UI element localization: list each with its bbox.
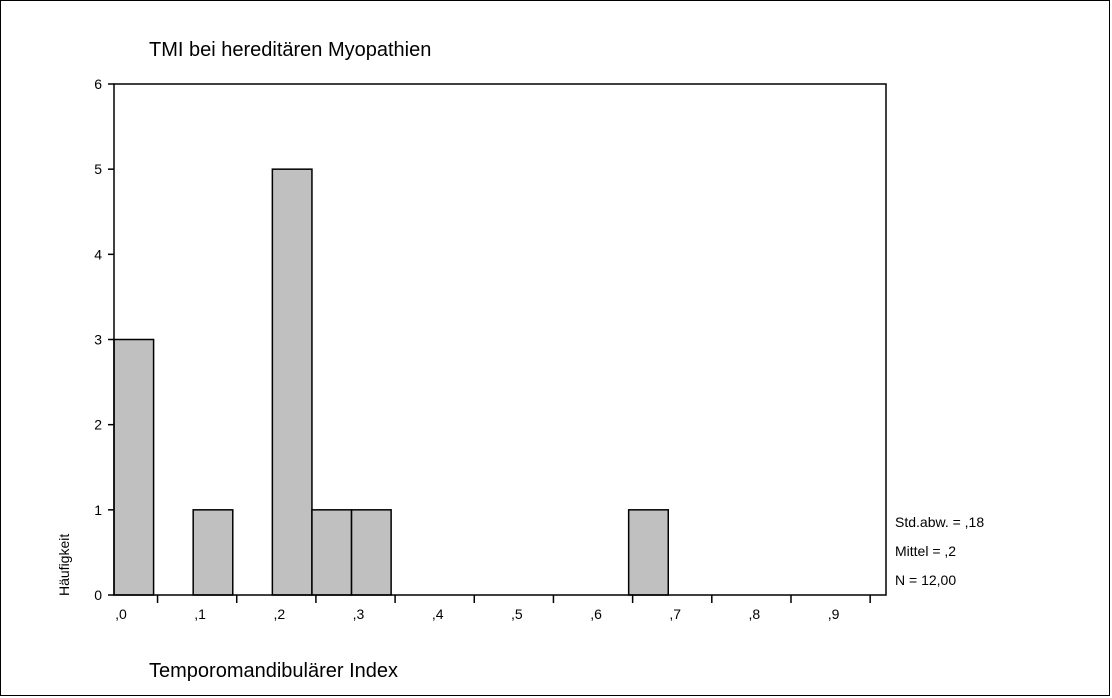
histogram-bar: [192, 509, 234, 596]
plot-area: 0 1 2 3 4 5 6 ,0 ,1 ,2 ,3 ,4 ,5 ,6 ,7 ,8 ,9: [94, 76, 887, 622]
statistic-label: Std.abw. = ,18: [895, 514, 984, 530]
y-tick-label: 0: [94, 587, 102, 603]
x-tick-label: ,1: [194, 606, 206, 622]
y-tick-label: 5: [94, 161, 102, 177]
histogram-bar: [627, 509, 670, 596]
y-tick-label: 6: [94, 76, 102, 92]
x-tick-label: ,0: [115, 606, 127, 622]
x-axis-title: Temporomandibulärer Index: [149, 660, 398, 682]
y-tick-label: 3: [94, 332, 102, 348]
y-axis-title: Häufigkeit: [56, 534, 72, 596]
histogram-bar: [350, 509, 392, 596]
x-tick-label: ,3: [353, 606, 365, 622]
x-tick-label: ,7: [669, 606, 681, 622]
statistic-label: Mittel = ,2: [895, 543, 956, 559]
x-tick-label: ,4: [432, 606, 444, 622]
y-tick-label: 1: [94, 502, 102, 518]
x-tick-label: ,8: [749, 606, 761, 622]
statistic-label: N = 12,00: [895, 572, 956, 588]
x-tick-label: ,2: [273, 606, 285, 622]
histogram-bar: [113, 338, 155, 596]
y-tick-label: 4: [94, 246, 102, 262]
x-tick-label: ,5: [511, 606, 523, 622]
y-tick-label: 2: [94, 417, 102, 433]
histogram-bar: [271, 168, 313, 596]
chart-title: TMI bei hereditären Myopathien: [149, 39, 431, 61]
histogram-bar: [311, 509, 353, 596]
x-tick-label: ,6: [590, 606, 602, 622]
x-tick-label: ,9: [828, 606, 840, 622]
statistics-legend: Std.abw. = ,18 Mittel = ,2 N = 12,00: [895, 514, 984, 588]
